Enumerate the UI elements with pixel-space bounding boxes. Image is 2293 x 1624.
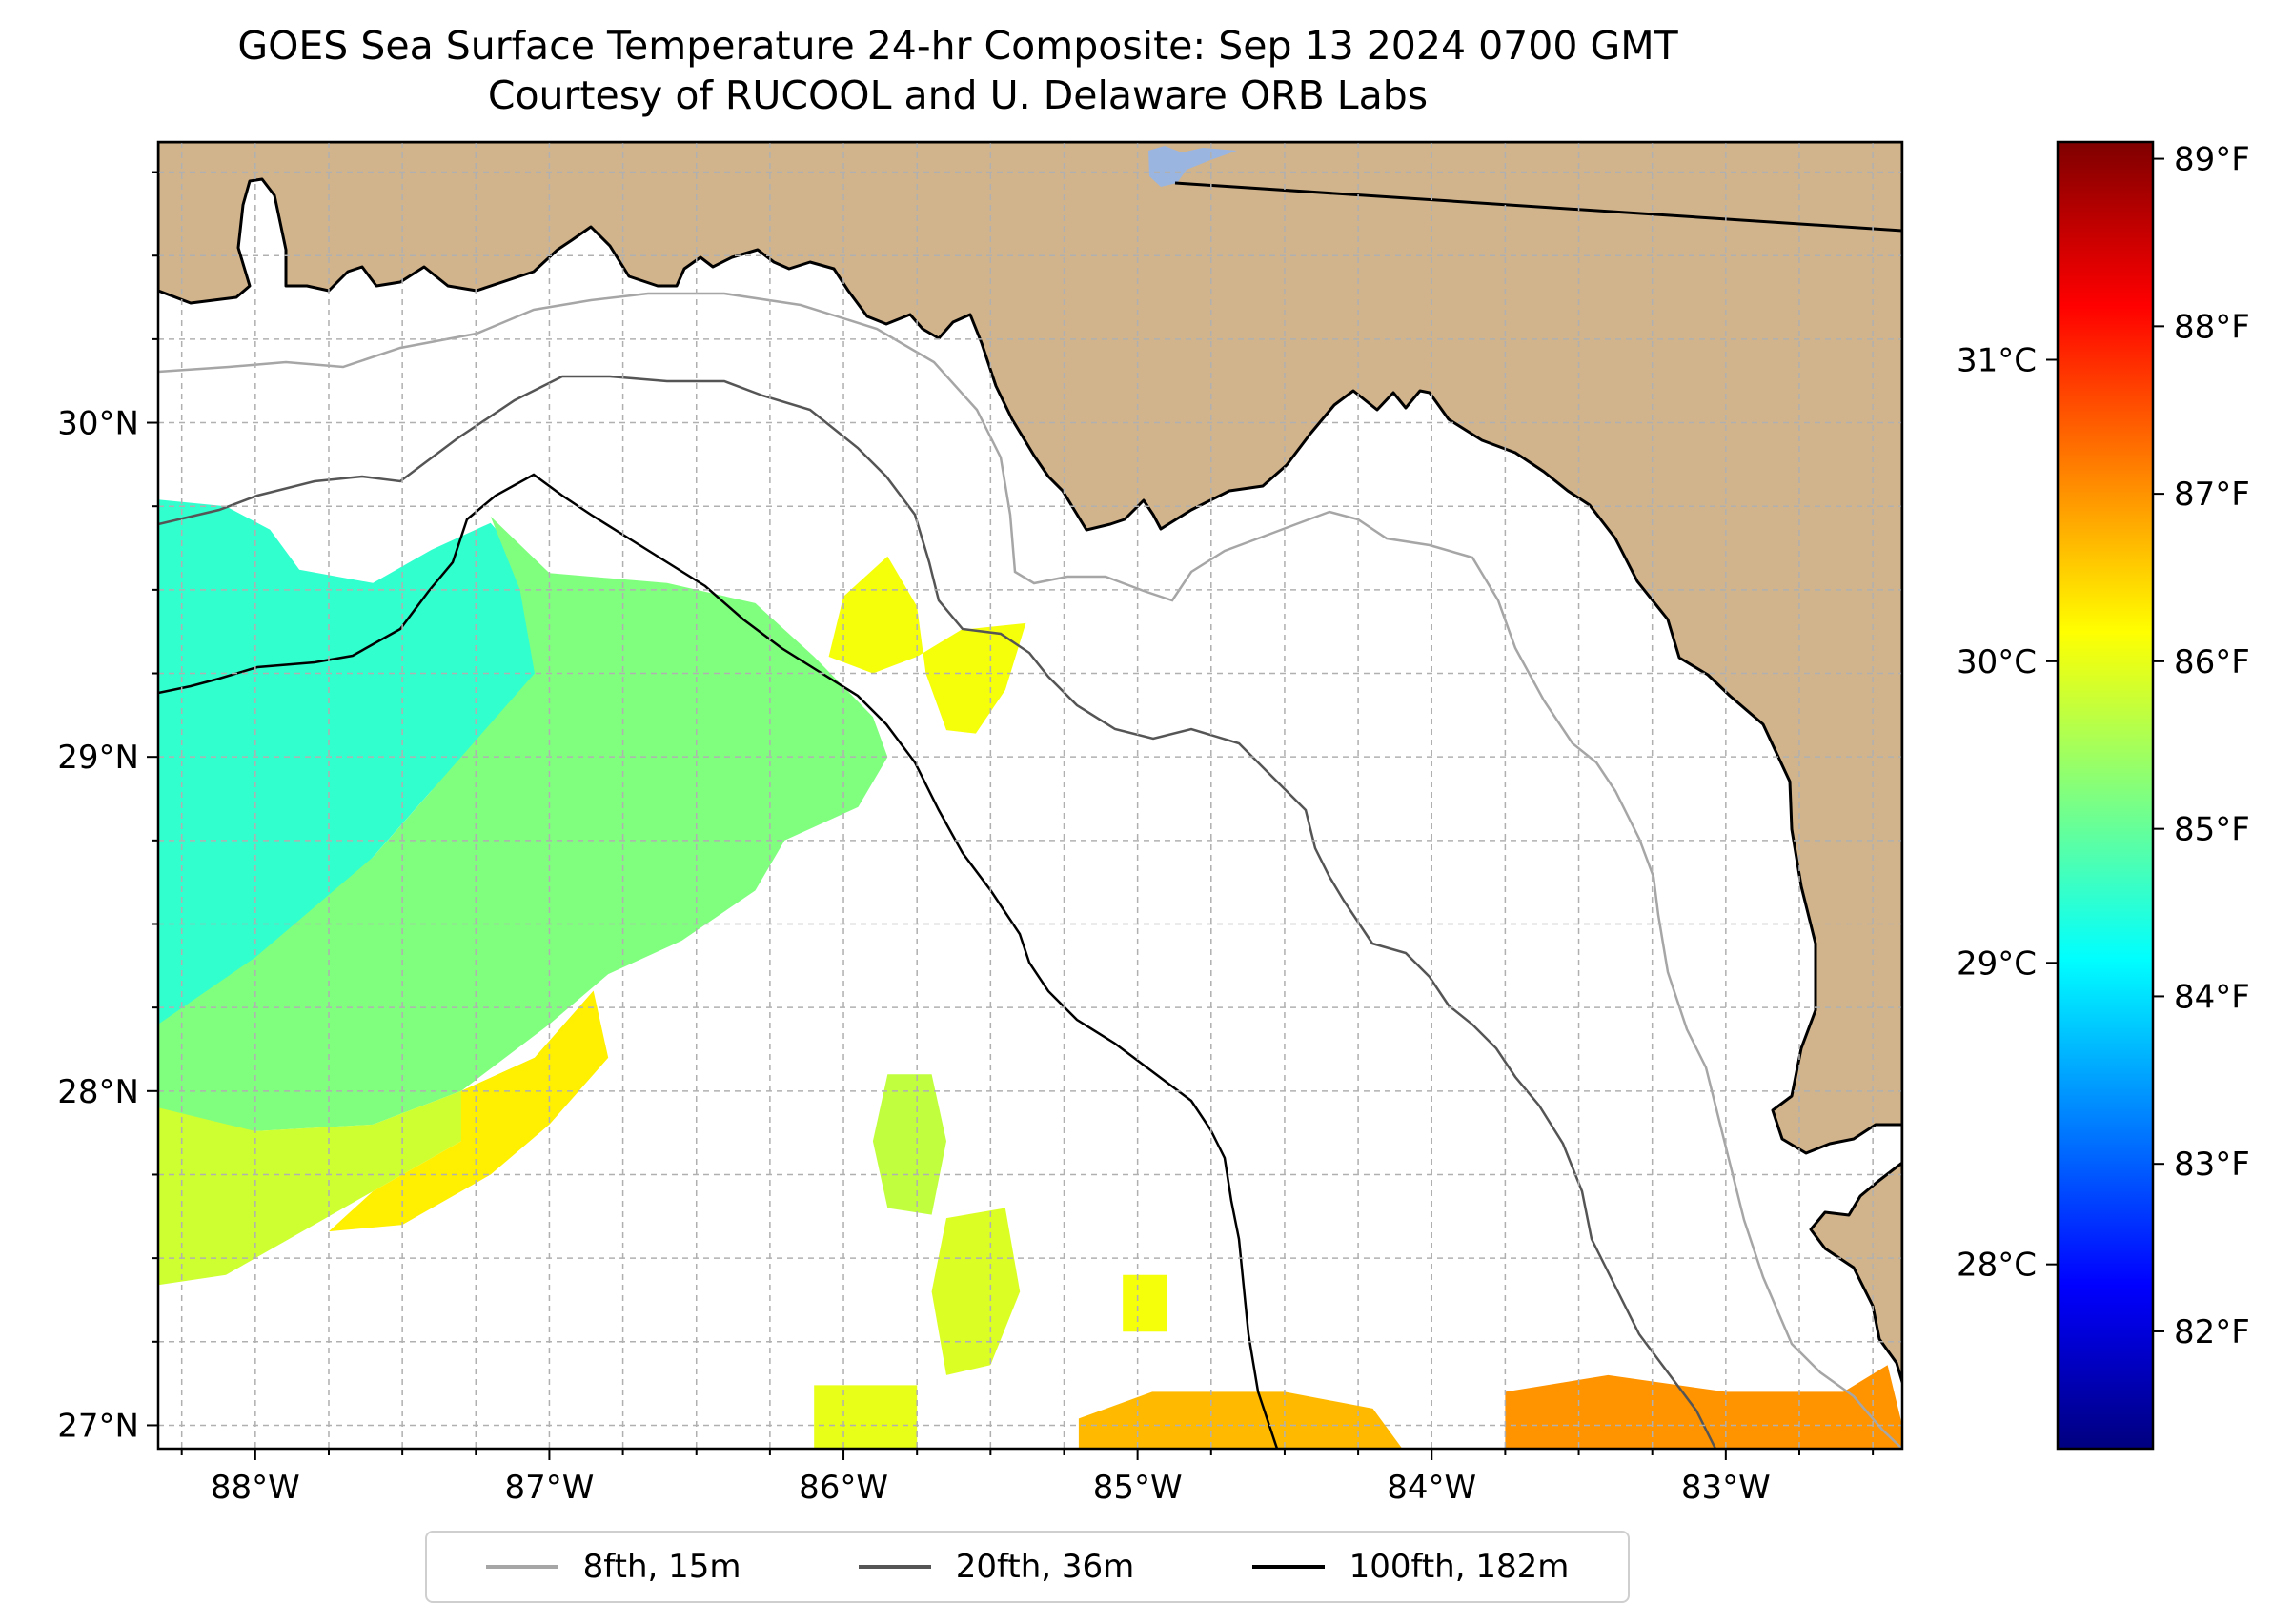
sst-patch-2 [158, 990, 594, 1286]
legend-label-8fth: 8fth, 15m [582, 1548, 741, 1586]
isobath-100fth [158, 473, 1279, 1449]
legend-item-100fth: 100fth, 182m [1251, 1548, 1570, 1586]
sst-patch-4 [828, 556, 1026, 734]
lat-tick-label: 27°N [57, 1407, 139, 1445]
lon-tick-label: 88°W [211, 1469, 300, 1507]
fahrenheit-tick-label: 86°F [2174, 643, 2250, 681]
celsius-tick-label: 28°C [1957, 1247, 2037, 1285]
fahrenheit-tick-label: 88°F [2174, 308, 2250, 346]
sst-patch-6 [931, 1208, 1021, 1375]
fahrenheit-tick-label: 85°F [2174, 811, 2250, 849]
sst-patch-3 [329, 990, 609, 1232]
celsius-tick-label: 29°C [1957, 944, 2037, 983]
sst-patch-5 [872, 1074, 946, 1215]
sst-patch-7 [814, 1385, 918, 1449]
legend-label-100fth: 100fth, 182m [1349, 1548, 1570, 1586]
sst-patch-8 [1123, 1274, 1167, 1332]
map-frame [156, 140, 1904, 1451]
land-mass [158, 142, 1902, 1384]
legend-label-20fth: 20fth, 36m [955, 1548, 1135, 1586]
isobath-20fth [158, 375, 1717, 1449]
sst-patch-10 [1505, 1365, 1902, 1449]
map-axis-ticks: 88°W 87°W 86°W 85°W 84°W 83°W 27°N 28°N 29°N 30°N [57, 171, 1875, 1507]
lat-tick-label: 28°N [57, 1073, 139, 1111]
legend-swatch-20fth [858, 1565, 931, 1569]
lake-shape [1148, 146, 1237, 187]
map-title-line2: Courtesy of RUCOOL and U. Delaware ORB L… [487, 72, 1429, 118]
fahrenheit-tick-label: 89°F [2174, 141, 2250, 179]
sst-layer [158, 499, 1902, 1449]
gridlines [158, 142, 1902, 1449]
legend-item-8fth: 8fth, 15m [485, 1548, 741, 1586]
sst-patch-1 [158, 516, 888, 1131]
lat-tick-label: 29°N [57, 739, 139, 777]
lon-tick-label: 84°W [1387, 1469, 1476, 1507]
isobath-8fth [158, 292, 1902, 1449]
sst-patch-9 [1078, 1391, 1403, 1449]
lon-tick-label: 83°W [1681, 1469, 1771, 1507]
colorbar-ticks: 89°F 88°F 87°F 86°F 85°F 84°F 83°F 82°F 31°C 30°C… [1957, 141, 2250, 1351]
legend-swatch-100fth [1251, 1565, 1325, 1569]
state-border-line [1174, 181, 1902, 233]
fahrenheit-tick-label: 84°F [2174, 978, 2250, 1016]
lon-tick-label: 87°W [504, 1469, 594, 1507]
lon-tick-label: 85°W [1093, 1469, 1183, 1507]
legend-swatch-8fth [485, 1565, 558, 1569]
fahrenheit-tick-label: 87°F [2174, 476, 2250, 514]
celsius-tick-label: 31°C [1957, 342, 2037, 380]
colorbar [2056, 140, 2155, 1451]
fahrenheit-tick-label: 83°F [2174, 1146, 2250, 1184]
map-title: GOES Sea Surface Temperature 24-hr Compo… [0, 21, 1916, 120]
fahrenheit-tick-label: 82°F [2174, 1313, 2250, 1351]
isobath-legend: 8fth, 15m 20fth, 36m 100fth, 182m [425, 1531, 1630, 1603]
lat-tick-label: 30°N [57, 405, 139, 443]
legend-item-20fth: 20fth, 36m [858, 1548, 1135, 1586]
celsius-tick-label: 30°C [1957, 643, 2037, 681]
lon-tick-label: 86°W [799, 1469, 888, 1507]
map-title-line1: GOES Sea Surface Temperature 24-hr Compo… [237, 23, 1678, 69]
